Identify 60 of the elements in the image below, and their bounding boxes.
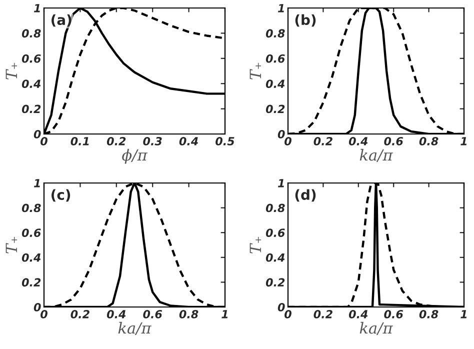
y-tick-label: 1 [278,179,284,188]
x-tick-label: 0.8 [419,136,438,146]
y-tick-label: 0.2 [22,104,41,114]
y-tick-label: 0.2 [266,104,285,114]
y-tick-label: 0.6 [22,228,41,237]
x-tick-label: 0.8 [179,310,198,318]
x-tick-label: 1 [460,310,467,318]
x-tick-label: 0.8 [419,310,438,318]
x-tick-label: 0.6 [384,136,404,146]
y-tick-label: 0.8 [266,204,285,212]
y-tick-label: 1 [34,179,40,188]
y-tick-label: 0.4 [266,253,285,262]
y-tick-label: 1 [278,4,284,12]
x-tick-label: 0.3 [143,136,162,146]
y-tick-label: 0.6 [266,54,285,63]
y-axis-title: T₊ [250,236,262,254]
y-tick-label: 0.6 [266,228,285,237]
y-tick-label: 0.4 [266,80,285,88]
y-tick-label: 0.6 [22,54,41,63]
x-tick-label: 0 [40,136,48,146]
x-axis-title: ka/π [360,322,393,335]
y-tick-label: 0 [34,302,41,312]
y-tick-label: 0.8 [266,29,285,38]
x-axis-title: ϕ/π [122,148,148,164]
x-tick-label: 0 [284,136,292,146]
x-tick-label: 0.2 [70,310,90,318]
x-axis-title: ka/π [118,322,152,335]
y-axis-title: T₊ [250,62,262,80]
y-tick-label: 0.8 [22,204,41,212]
x-tick-label: 0 [40,310,48,318]
x-tick-label: 0 [284,310,292,318]
annotation: (b) [295,14,316,27]
y-tick-label: 0.4 [22,253,41,262]
x-tick-label: 0.1 [70,136,89,146]
x-tick-label: 0.6 [143,310,162,318]
y-tick-label: 0.8 [22,29,41,38]
y-tick-label: 0 [278,130,285,138]
y-tick-label: 0.4 [22,80,41,88]
x-tick-label: 0.4 [106,310,126,318]
x-tick-label: 0.2 [314,310,332,318]
annotation: (c) [52,189,70,202]
y-axis-title: T₊ [6,62,18,80]
x-tick-label: 0.2 [314,136,332,146]
x-tick-label: 1 [460,137,467,146]
x-tick-label: 0.4 [348,136,368,146]
y-tick-label: 0.2 [266,278,285,287]
x-tick-label: 0.4 [179,136,198,146]
x-tick-label: 0.6 [384,310,404,318]
annotation: (d) [295,189,316,202]
x-tick-label: 1 [222,310,228,318]
x-tick-label: 0.5 [216,136,234,146]
x-axis-title: ka/π [360,148,393,162]
y-axis-title: T₊ [6,236,18,254]
y-tick-label: 1 [34,4,40,12]
x-tick-label: 0.4 [348,310,368,318]
annotation: (a) [52,14,72,27]
y-tick-label: 0 [278,302,285,312]
y-tick-label: 0 [34,130,41,138]
y-tick-label: 0.2 [22,278,41,287]
x-tick-label: 0.2 [106,136,126,146]
